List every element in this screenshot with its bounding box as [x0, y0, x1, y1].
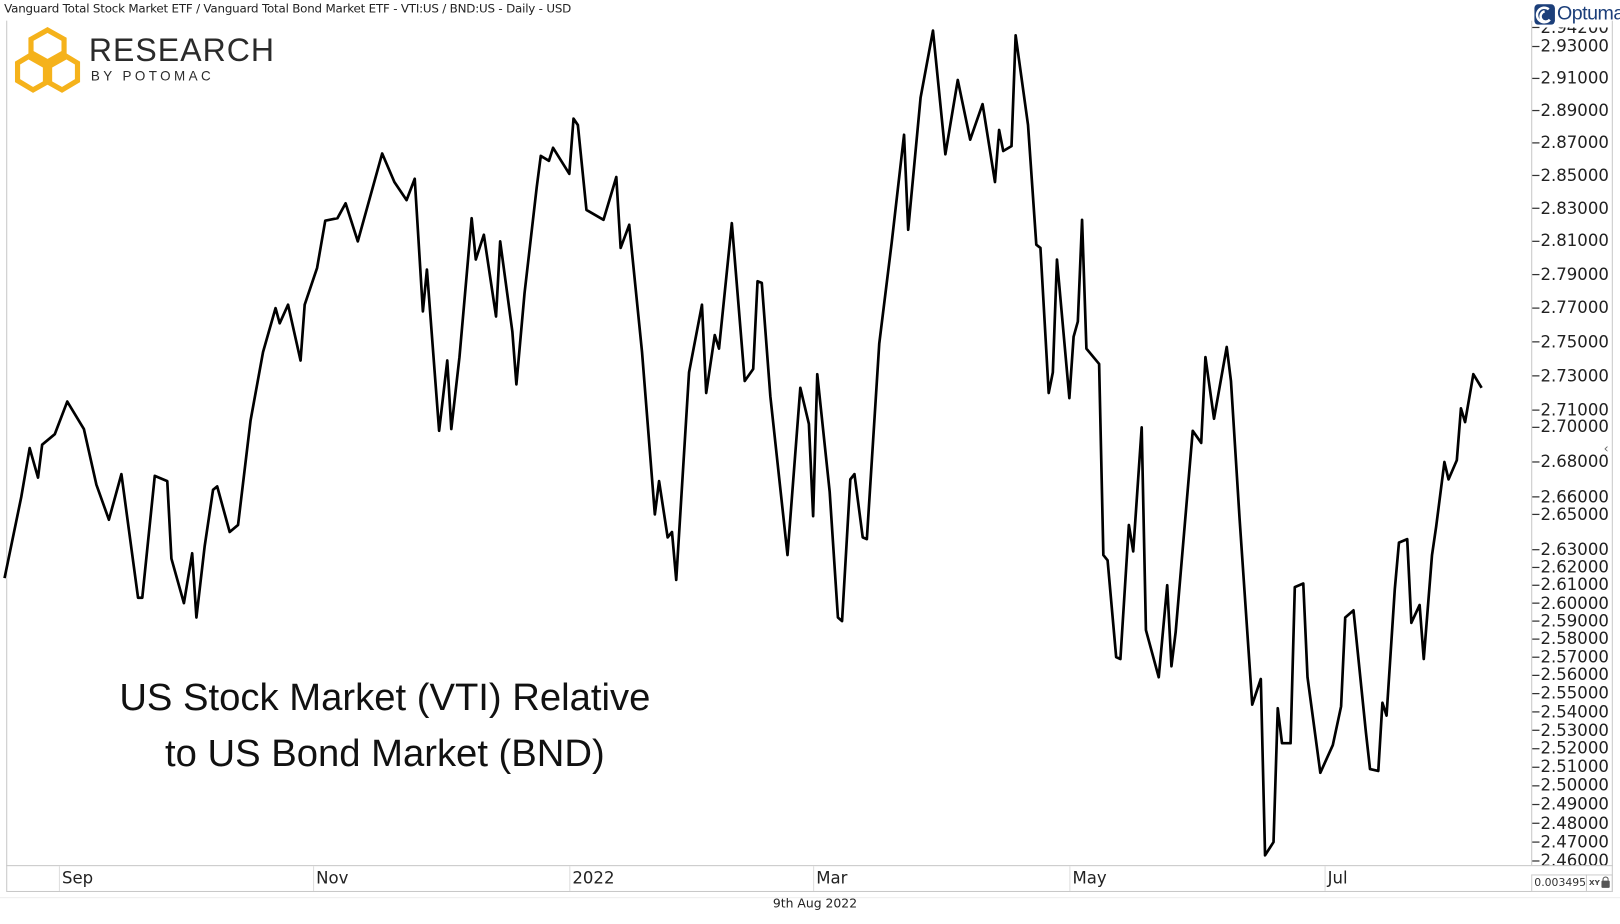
x-tick-label: 2022: [569, 866, 614, 891]
y-tick-label: 2.66000: [1540, 486, 1609, 507]
y-tick-label: 2.57000: [1540, 646, 1609, 667]
y-tick-label: 2.50000: [1540, 775, 1609, 796]
collapse-panel-chevron-left-icon[interactable]: ‹: [1603, 441, 1609, 456]
y-tick-label: 2.62000: [1540, 557, 1609, 577]
x-tick-label: Jul: [1324, 866, 1348, 891]
y-tick-label: 2.65000: [1540, 504, 1609, 524]
optuma-swirl-icon: [1534, 4, 1555, 25]
footer-date: 9th Aug 2022: [772, 896, 858, 911]
chart-header-title: Vanguard Total Stock Market ETF / Vangua…: [4, 1, 572, 16]
series-line[interactable]: [3, 29, 1483, 857]
y-tick-label: 2.52000: [1540, 738, 1609, 759]
y-tick-label: 2.46000: [1540, 850, 1609, 871]
panel-border-right: [1611, 20, 1613, 891]
logo-subtitle: BY POTOMAC: [90, 68, 215, 84]
value-readout-field[interactable]: 0.0034950: [1531, 874, 1587, 892]
optuma-logo: Optuma: [1534, 3, 1620, 26]
y-tick-label: 2.61000: [1540, 574, 1609, 595]
y-tick-label: 2.54000: [1540, 701, 1609, 722]
x-tick-label: Nov: [313, 866, 348, 891]
plot-border-left: [6, 20, 8, 891]
x-tick-label: Mar: [813, 866, 847, 891]
x-axis-line: [6, 865, 1613, 867]
x-tick-label: May: [1069, 866, 1107, 891]
y-tick-label: 2.55000: [1540, 683, 1609, 703]
y-axis-line: [1531, 20, 1533, 866]
chart-title-line-2: to US Bond Market (BND): [164, 731, 605, 775]
y-tick-label: 2.48000: [1540, 812, 1609, 833]
y-tick-label: 2.70000: [1540, 416, 1609, 437]
y-tick-label: 2.53000: [1540, 719, 1609, 740]
y-tick-label: 2.75000: [1540, 331, 1609, 352]
y-tick-label: 2.87000: [1540, 132, 1609, 153]
optuma-wordmark: Optuma: [1557, 3, 1620, 25]
lock-icon: [1601, 876, 1610, 888]
y-tick-label: 2.83000: [1540, 197, 1609, 218]
y-tick-label: 2.77000: [1540, 297, 1609, 318]
y-tick-label: 2.68000: [1540, 451, 1609, 472]
y-tick-label: 2.79000: [1540, 264, 1609, 284]
chart-title-line-1: US Stock Market (VTI) Relative: [119, 675, 651, 719]
y-tick-label: 2.49000: [1540, 794, 1609, 814]
y-tick-label: 2.91000: [1540, 68, 1609, 88]
research-logo-icon: [14, 27, 81, 97]
y-tick-label: 2.51000: [1540, 756, 1609, 777]
xy-label: XY: [1589, 878, 1600, 887]
y-axis-ticks: [1532, 26, 1540, 862]
xy-lock-button[interactable]: XY: [1585, 874, 1613, 892]
chart-title: US Stock Market (VTI) Relative to US Bon…: [62, 670, 708, 782]
footer-divider: [0, 897, 1620, 899]
x-tick-label: Sep: [58, 866, 93, 891]
y-tick-label: 2.93000: [1540, 36, 1609, 56]
y-tick-label: 2.89000: [1540, 100, 1609, 120]
y-tick-label: 2.59000: [1540, 610, 1609, 631]
y-tick-label: 2.63000: [1540, 539, 1609, 559]
x-axis-bottom-border: [6, 890, 1613, 892]
y-tick-label: 2.85000: [1540, 165, 1609, 185]
logo-wordmark: RESEARCH: [88, 32, 276, 69]
y-tick-label: 2.47000: [1540, 831, 1609, 852]
y-tick-label: 2.81000: [1540, 230, 1609, 251]
y-tick-label: 2.94200: [1540, 17, 1609, 37]
y-tick-label: 2.73000: [1540, 365, 1609, 386]
y-tick-label: 2.60000: [1540, 592, 1609, 613]
y-tick-label: 2.58000: [1540, 628, 1609, 649]
y-tick-label: 2.71000: [1540, 399, 1609, 420]
y-tick-label: 2.56000: [1540, 665, 1609, 685]
